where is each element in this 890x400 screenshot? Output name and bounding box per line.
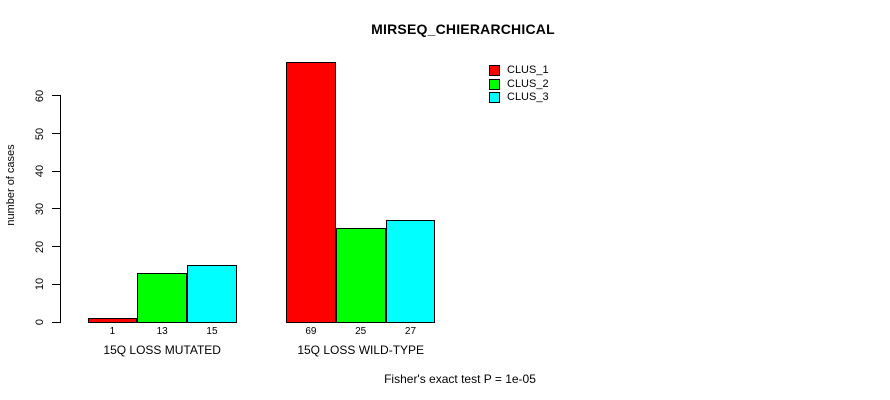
y-tick-label: 10 xyxy=(34,278,46,291)
legend-swatch-icon xyxy=(489,65,500,77)
legend-label: CLUS_3 xyxy=(507,90,549,103)
bar-value-label: 27 xyxy=(404,326,417,337)
y-tick-label: 50 xyxy=(34,127,46,140)
y-tick-label: 20 xyxy=(34,240,46,253)
y-tick-mark xyxy=(52,246,61,248)
legend-row: CLUS_1 xyxy=(489,64,549,77)
legend-row: CLUS_3 xyxy=(489,91,549,104)
legend-swatch-icon xyxy=(489,78,500,90)
chart-title: MIRSEQ_CHIERARCHICAL xyxy=(371,21,555,37)
y-tick-label: 30 xyxy=(34,202,46,216)
bar-clus_1-cat1 xyxy=(286,62,336,323)
bar-clus_3-cat1 xyxy=(385,220,436,323)
y-tick-mark xyxy=(52,208,61,210)
y-tick-mark xyxy=(52,321,61,323)
legend-row: CLUS_2 xyxy=(489,77,549,90)
x-category-label: 15Q LOSS WILD-TYPE xyxy=(297,343,425,357)
y-tick-mark xyxy=(52,95,61,97)
bar-clus_2-cat1 xyxy=(335,227,386,323)
bar-value-label: 13 xyxy=(156,326,168,337)
bar-clus_3-cat0 xyxy=(187,265,237,323)
legend: CLUS_1 CLUS_2 CLUS_3 xyxy=(489,64,549,104)
y-tick-mark xyxy=(52,283,61,285)
y-axis-line xyxy=(60,96,61,323)
bar-value-label: 1 xyxy=(109,326,116,337)
bar-value-label: 25 xyxy=(355,326,367,337)
bar-value-label: 69 xyxy=(305,326,317,337)
y-tick-mark xyxy=(52,170,61,172)
stat-annotation: Fisher's exact test P = 1e-05 xyxy=(384,372,536,386)
y-tick-label: 60 xyxy=(34,89,46,103)
legend-label: CLUS_1 xyxy=(507,64,549,77)
x-category-label: 15Q LOSS MUTATED xyxy=(103,343,221,357)
legend-label: CLUS_2 xyxy=(507,77,549,90)
y-tick-label: 40 xyxy=(34,165,46,178)
y-tick-mark xyxy=(52,133,61,135)
legend-swatch-icon xyxy=(489,91,500,103)
y-tick-label: 0 xyxy=(34,318,46,326)
y-axis-label: number of cases xyxy=(5,144,17,226)
bar-clus_1-cat0 xyxy=(87,318,138,323)
bar-value-label: 15 xyxy=(206,326,218,337)
bar-clus_2-cat0 xyxy=(137,273,188,323)
